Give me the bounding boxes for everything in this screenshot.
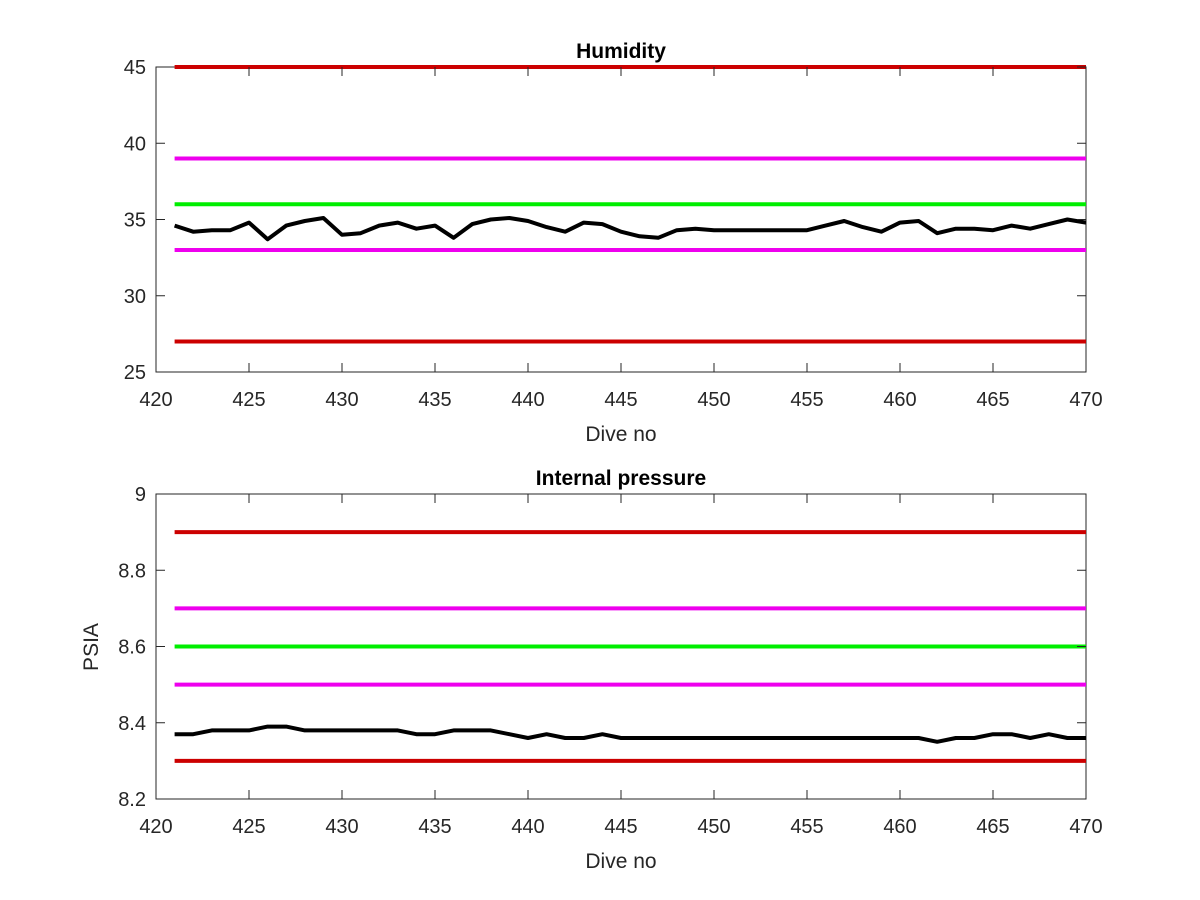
humidity-chart-title: Humidity <box>576 40 666 63</box>
humidity-plot: 420 425 430 435 440 445 450 455 460 465 470 25 30 35 4… <box>124 40 1103 446</box>
pressure-series-lines <box>174 724 1086 744</box>
pressure-x-tick-label: 450 <box>697 816 730 838</box>
pressure-x-tick-label: 440 <box>511 816 544 838</box>
pressure-threshold-lines <box>174 530 1086 763</box>
humidity-axis-ticks: 420 425 430 435 440 445 450 455 460 465 470 25 30 35 4… <box>124 57 1103 411</box>
humidity-y-tick-label: 25 <box>124 362 146 384</box>
humidity-x-tick-label: 450 <box>697 389 730 411</box>
humidity-y-tick-label: 30 <box>124 286 146 308</box>
pressure-x-tick-label: 435 <box>418 816 451 838</box>
humidity-x-tick-label: 460 <box>883 389 916 411</box>
pressure-x-axis-label: Dive no <box>585 850 656 873</box>
humidity-x-tick-label: 425 <box>232 389 265 411</box>
humidity-y-tick-label: 35 <box>124 210 146 232</box>
humidity-x-tick-label: 440 <box>511 389 544 411</box>
pressure-chart-title: Internal pressure <box>536 467 706 490</box>
pressure-x-tick-label: 420 <box>139 816 172 838</box>
pressure-x-tick-label: 455 <box>790 816 823 838</box>
pressure-y-axis-label: PSIA <box>80 623 103 671</box>
humidity-x-tick-label: 445 <box>604 389 637 411</box>
pressure-y-tick-label: 9 <box>135 484 146 506</box>
pressure-y-tick-label: 8.4 <box>118 713 146 735</box>
pressure-y-tick-label: 8.2 <box>118 789 146 811</box>
pressure-x-tick-label: 445 <box>604 816 637 838</box>
pressure-x-tick-label: 470 <box>1069 816 1102 838</box>
humidity-x-tick-label: 430 <box>325 389 358 411</box>
humidity-data-line-0 <box>173 216 1087 242</box>
humidity-y-tick-label: 45 <box>124 57 146 79</box>
pressure-x-tick-label: 430 <box>325 816 358 838</box>
humidity-threshold-lines <box>174 65 1086 344</box>
humidity-y-tick-label: 40 <box>124 133 146 155</box>
humidity-series-lines <box>173 216 1087 242</box>
pressure-data-line-0 <box>174 724 1086 744</box>
humidity-x-tick-label: 465 <box>976 389 1009 411</box>
pressure-y-tick-label: 8.6 <box>118 637 146 659</box>
pressure-x-tick-label: 425 <box>232 816 265 838</box>
internal-pressure-plot: 420 425 430 435 440 445 450 455 460 465 470 8.2 8.4 8… <box>80 467 1103 873</box>
pressure-x-tick-label: 465 <box>976 816 1009 838</box>
humidity-x-tick-label: 435 <box>418 389 451 411</box>
pressure-axis-ticks: 420 425 430 435 440 445 450 455 460 465 470 8.2 8.4 8… <box>118 484 1103 838</box>
humidity-axes-box <box>155 66 1087 373</box>
humidity-x-tick-label: 455 <box>790 389 823 411</box>
humidity-x-axis-label: Dive no <box>585 423 656 446</box>
pressure-x-tick-label: 460 <box>883 816 916 838</box>
pressure-y-tick-label: 8.8 <box>118 560 146 582</box>
humidity-x-tick-label: 470 <box>1069 389 1102 411</box>
humidity-x-tick-label: 420 <box>139 389 172 411</box>
